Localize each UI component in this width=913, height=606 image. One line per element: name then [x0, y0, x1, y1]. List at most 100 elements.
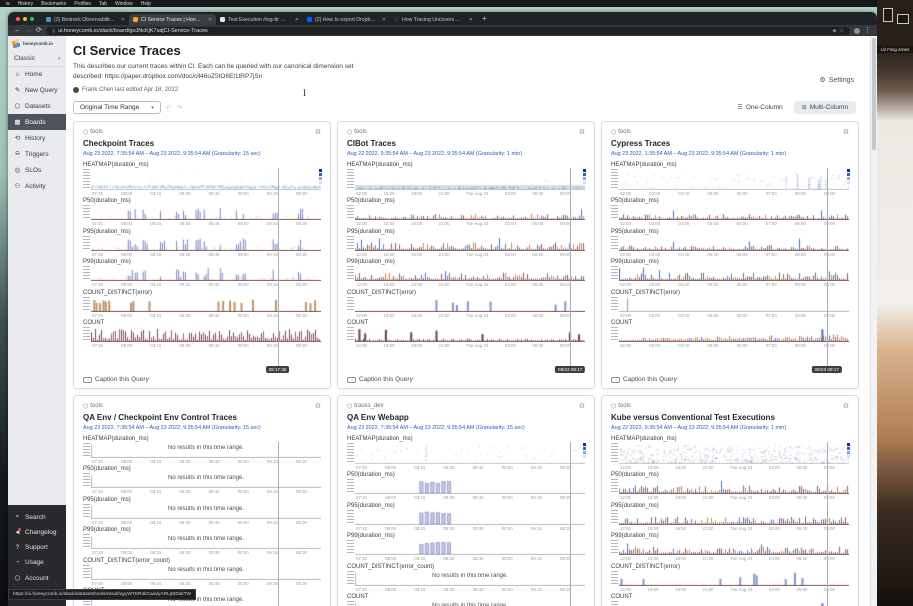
close-window-button[interactable]: [16, 16, 20, 21]
chart-plot[interactable]: [91, 205, 321, 221]
tab-close-icon[interactable]: ✕: [120, 16, 125, 23]
refresh-icon[interactable]: ⟳: [36, 27, 42, 34]
chart-plot[interactable]: No results in this time range.: [355, 570, 585, 586]
query-title[interactable]: Cypress Traces: [611, 139, 671, 149]
chart-plot[interactable]: [91, 168, 322, 190]
scrollbar-thumb[interactable]: [872, 38, 876, 150]
chart-plot[interactable]: No results in this time range.: [91, 473, 321, 489]
chart-plot[interactable]: No results in this time range.: [91, 442, 321, 458]
browser-tab[interactable]: (2) How to export Dropbox Pa… ✕: [303, 14, 390, 25]
chart-plot[interactable]: [619, 540, 849, 556]
tab-close-icon[interactable]: ✕: [207, 16, 212, 23]
menu-item[interactable]: Tab: [98, 0, 107, 7]
shield-icon[interactable]: ◈: [832, 27, 837, 34]
chart-plot[interactable]: [91, 296, 321, 312]
chart-plot[interactable]: [355, 266, 585, 282]
sidebar-item-activity[interactable]: ⚇ Activity: [8, 178, 66, 194]
board-settings-button[interactable]: ⚙ Settings: [819, 76, 854, 85]
card-gear-icon[interactable]: ⚙: [314, 129, 321, 137]
chart-plot[interactable]: [355, 205, 585, 221]
browser-menu-icon[interactable]: ⋮: [864, 27, 871, 34]
environment-switcher[interactable]: Classic ›: [8, 51, 66, 67]
chart-plot[interactable]: No results in this time range.: [91, 534, 321, 550]
chart-plot[interactable]: No results in this time range.: [91, 503, 321, 519]
chart-plot[interactable]: [91, 327, 321, 343]
chart-plot[interactable]: [355, 479, 585, 495]
card-gear-icon[interactable]: ⚙: [578, 129, 585, 137]
page-scrollbar[interactable]: [870, 36, 877, 606]
sidebar-item-changelog[interactable]: ◄ Changelog: [8, 525, 66, 540]
chart-plot[interactable]: [619, 601, 849, 606]
dataset-name[interactable]: ⬡ tools: [611, 403, 631, 410]
chart-plot[interactable]: [619, 509, 849, 525]
chart-plot[interactable]: [619, 235, 849, 251]
time-range-select[interactable]: Original Time Range ▾: [73, 101, 161, 115]
chart-plot[interactable]: No results in this time range.: [91, 595, 321, 606]
query-title[interactable]: Kube versus Conventional Test Executions: [611, 413, 775, 423]
dataset-name[interactable]: ⬡ tools: [611, 129, 631, 136]
caption-query-button[interactable]: ⋯ Caption this Query: [83, 373, 321, 383]
menu-item[interactable]: History: [17, 0, 34, 7]
sidebar-item-new-query[interactable]: ✎ New Query: [8, 82, 66, 98]
dataset-name[interactable]: ⬡ tools: [83, 403, 103, 410]
tab-close-icon[interactable]: ✕: [294, 16, 299, 23]
caption-query-button[interactable]: ⋯ Caption this Query: [611, 373, 849, 383]
chart-plot[interactable]: [619, 327, 849, 343]
chart-plot[interactable]: [619, 205, 849, 221]
card-gear-icon[interactable]: ⚙: [314, 403, 321, 411]
sidebar-item-history[interactable]: ⟲ History: [8, 130, 66, 146]
chart-plot[interactable]: No results in this time range.: [355, 601, 585, 606]
menu-item[interactable]: Bookmarks: [41, 0, 67, 7]
caption-query-button[interactable]: ⋯ Caption this Query: [347, 373, 585, 383]
chart-plot[interactable]: [355, 442, 586, 464]
undo-icon[interactable]: ↶: [165, 104, 172, 112]
chart-plot[interactable]: [355, 296, 585, 312]
bookmark-star-icon[interactable]: ☆: [839, 27, 844, 34]
chart-plot[interactable]: [355, 168, 586, 190]
menu-item[interactable]: Window: [114, 0, 133, 7]
browser-tab[interactable]: (3) Bedrock Observability - C… ✕: [42, 14, 129, 25]
menu-item[interactable]: w: [6, 0, 10, 7]
menu-item[interactable]: Help: [140, 0, 152, 7]
forward-icon[interactable]: →: [25, 27, 32, 34]
chart-plot[interactable]: [355, 509, 585, 525]
browser-tab[interactable]: CI Service Traces | Honeycom… ✕: [129, 14, 216, 25]
tab-close-icon[interactable]: ✕: [468, 16, 473, 23]
query-title[interactable]: CIBot Traces: [347, 139, 396, 149]
dataset-name[interactable]: ⬡ traces_dev: [347, 403, 384, 410]
chart-plot[interactable]: [619, 442, 850, 464]
honeycomb-logo[interactable]: honeycomb.io: [8, 36, 66, 51]
chart-plot[interactable]: [619, 296, 849, 312]
chart-plot[interactable]: [91, 266, 321, 282]
chart-plot[interactable]: No results in this time range.: [91, 564, 321, 580]
menu-item[interactable]: Profiles: [74, 0, 91, 7]
back-icon[interactable]: ←: [14, 27, 21, 34]
chart-plot[interactable]: [619, 266, 849, 282]
chart-plot[interactable]: [619, 479, 849, 495]
sidebar-item-support[interactable]: ? Support: [8, 540, 66, 555]
board-description-line2[interactable]: described: https://paper.dropbox.com/doc…: [73, 73, 263, 81]
card-gear-icon[interactable]: ⚙: [578, 403, 585, 411]
query-title[interactable]: Checkpoint Traces: [83, 139, 155, 149]
sidebar-item-datasets[interactable]: ⬡ Datasets: [8, 98, 66, 114]
zoom-window-button[interactable]: [30, 16, 34, 21]
chart-plot[interactable]: [91, 235, 321, 251]
query-title[interactable]: QA Env Webapp: [347, 413, 409, 423]
one-column-button[interactable]: ☰ One-Column: [729, 101, 790, 114]
query-title[interactable]: QA Env / Checkpoint Env Control Traces: [83, 413, 237, 423]
card-gear-icon[interactable]: ⚙: [842, 403, 849, 411]
sidebar-item-usage[interactable]: ◔ Usage: [8, 555, 66, 570]
chart-plot[interactable]: [619, 168, 850, 190]
sidebar-item-triggers[interactable]: ⍾ Triggers: [8, 146, 66, 162]
chart-plot[interactable]: [619, 570, 849, 586]
dataset-name[interactable]: ⬡ tools: [83, 129, 103, 136]
dataset-name[interactable]: ⬡ tools: [347, 129, 367, 136]
chart-plot[interactable]: [355, 540, 585, 556]
new-tab-button[interactable]: +: [482, 14, 487, 23]
sidebar-item-home[interactable]: ⌂ Home: [8, 67, 66, 82]
minimize-window-button[interactable]: [23, 16, 27, 21]
address-bar[interactable]: ⚷ ui.honeycomb.io/slack/board/goJNcKjK7s…: [45, 26, 850, 35]
multi-column-button[interactable]: ⊞ Multi-Column: [793, 101, 856, 115]
profile-avatar[interactable]: [854, 27, 860, 34]
sidebar-item-account[interactable]: ⬡ Account: [8, 570, 66, 586]
